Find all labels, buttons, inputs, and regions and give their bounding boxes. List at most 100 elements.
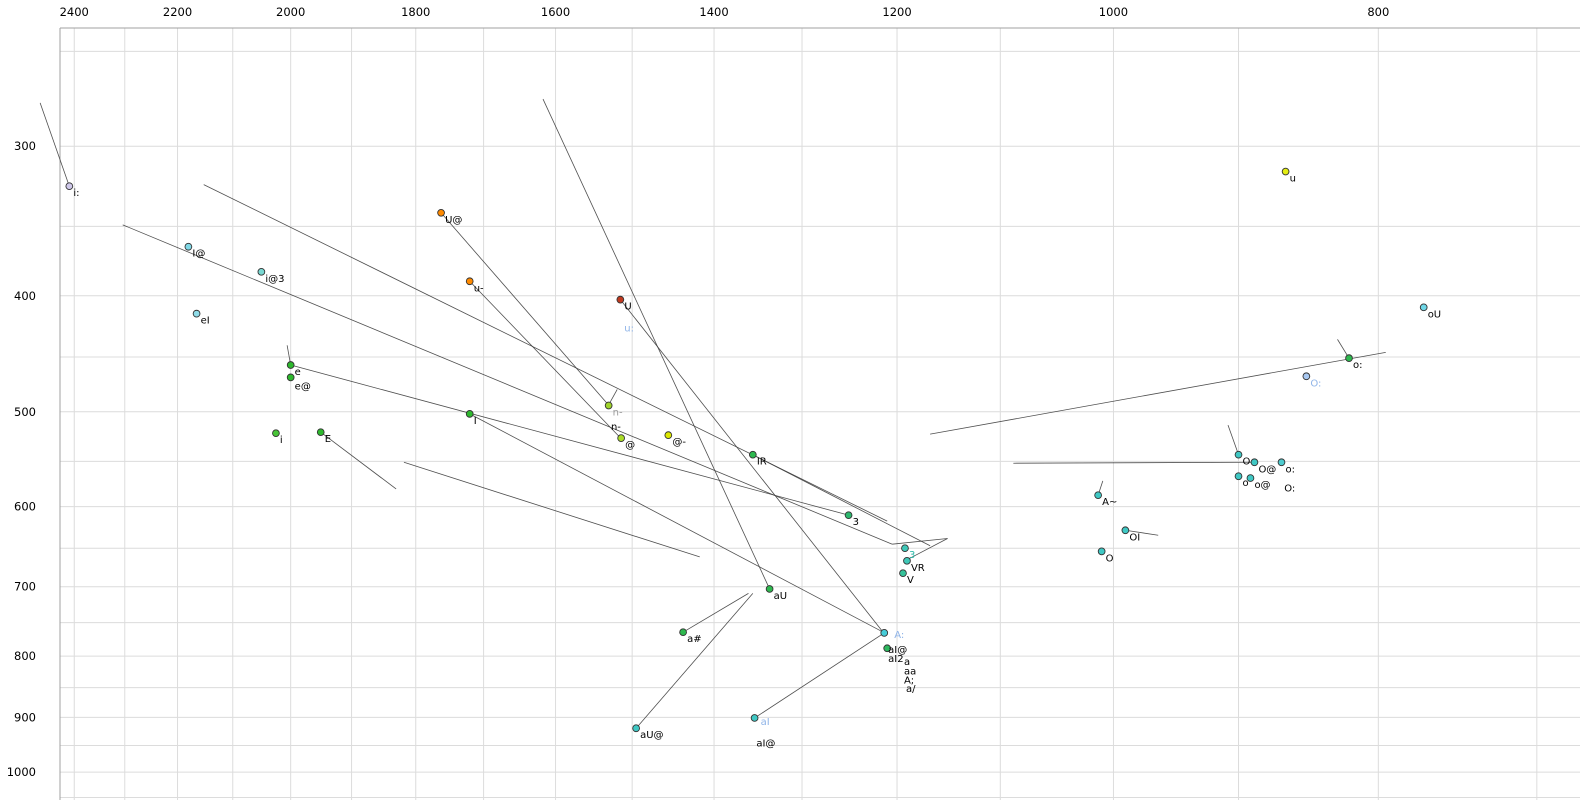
y-axis-tick-label: 700 bbox=[14, 580, 36, 594]
point-label: aa bbox=[904, 666, 916, 677]
point-label: aI bbox=[761, 717, 770, 728]
data-point bbox=[750, 714, 759, 722]
point-label: U bbox=[624, 302, 631, 313]
x-axis-tick-label: 2000 bbox=[276, 5, 305, 19]
x-axis-tick-label: 2200 bbox=[163, 5, 192, 19]
data-point bbox=[465, 410, 474, 418]
point-label: i: bbox=[73, 188, 79, 199]
data-point bbox=[1281, 167, 1290, 176]
point-label: O bbox=[1243, 457, 1251, 468]
point-label: eI bbox=[201, 316, 210, 327]
connection-line bbox=[320, 431, 397, 490]
point-label: A~ bbox=[1102, 497, 1117, 508]
point-label: O: bbox=[1284, 484, 1295, 495]
point-label: A; bbox=[904, 675, 914, 686]
data-point bbox=[65, 182, 74, 191]
data-point bbox=[1094, 491, 1102, 500]
data-point bbox=[1097, 547, 1106, 556]
y-axis-tick-label: 800 bbox=[14, 649, 36, 663]
x-axis-tick-label: 1200 bbox=[882, 5, 911, 19]
point-label: e bbox=[295, 367, 301, 378]
point-label: IR bbox=[757, 457, 767, 468]
data-point bbox=[465, 277, 474, 286]
data-point bbox=[272, 429, 280, 438]
point-label: OI bbox=[1129, 532, 1140, 543]
x-axis-tick-label: 1600 bbox=[541, 5, 570, 19]
y-axis-tick-label: 600 bbox=[14, 500, 36, 514]
point-label: A: bbox=[894, 630, 904, 641]
point-label: o@ bbox=[1254, 480, 1270, 491]
point-label: a/ bbox=[906, 684, 916, 695]
point-label: i@3 bbox=[265, 274, 284, 285]
point-label: 3 bbox=[853, 517, 859, 528]
point-label: O bbox=[1106, 553, 1114, 564]
x-axis-tick-label: 1800 bbox=[401, 5, 430, 19]
point-label: I@ bbox=[192, 249, 205, 260]
data-point bbox=[632, 724, 640, 733]
data-point bbox=[286, 361, 295, 369]
point-label: aI@ bbox=[888, 645, 907, 656]
y-axis-tick-label: 900 bbox=[14, 710, 36, 724]
connection-line bbox=[440, 212, 608, 404]
data-point bbox=[617, 434, 625, 442]
point-label: O@ bbox=[1258, 464, 1276, 475]
data-point bbox=[903, 556, 911, 565]
point-label: O: bbox=[1310, 378, 1321, 389]
data-point bbox=[765, 585, 774, 593]
connection-line bbox=[1013, 461, 1254, 464]
x-axis-tick-label: 800 bbox=[1367, 5, 1389, 19]
connection-line bbox=[542, 98, 770, 590]
data-point bbox=[184, 242, 193, 251]
connection-line bbox=[122, 224, 893, 545]
data-point bbox=[1246, 474, 1255, 482]
point-label: @ bbox=[625, 440, 635, 451]
connection-line bbox=[904, 538, 948, 562]
data-point bbox=[901, 544, 909, 553]
data-point bbox=[883, 644, 892, 653]
data-point bbox=[1234, 450, 1243, 459]
connection-line bbox=[620, 299, 886, 636]
data-point bbox=[616, 295, 625, 304]
connection-line bbox=[403, 461, 700, 558]
data-point bbox=[880, 629, 889, 637]
data-point bbox=[316, 428, 325, 437]
point-label: oU bbox=[1428, 309, 1441, 320]
point-label: o: bbox=[1285, 464, 1295, 475]
data-point bbox=[1277, 458, 1286, 467]
point-label: aI@ bbox=[756, 738, 775, 749]
x-axis-tick-label: 2400 bbox=[60, 5, 89, 19]
connection-line bbox=[290, 364, 849, 516]
connection-line bbox=[682, 593, 749, 633]
point-label: U@ bbox=[445, 215, 462, 226]
point-label: u: bbox=[624, 324, 634, 335]
y-axis-tick-label: 500 bbox=[14, 405, 36, 419]
point-label: I bbox=[474, 416, 477, 427]
data-point bbox=[1302, 372, 1311, 381]
data-point bbox=[1121, 526, 1130, 535]
point-label: V bbox=[907, 575, 914, 586]
x-axis-tick-label: 1000 bbox=[1099, 5, 1128, 19]
point-label: @- bbox=[672, 437, 686, 448]
point-label: i bbox=[280, 435, 283, 446]
data-point bbox=[192, 309, 201, 318]
point-label: E bbox=[325, 434, 331, 445]
y-axis-tick-label: 400 bbox=[14, 289, 36, 303]
point-label: VR bbox=[911, 563, 925, 574]
data-point bbox=[844, 511, 853, 520]
point-label: a bbox=[904, 657, 910, 668]
connection-line bbox=[930, 351, 1386, 435]
connection-line bbox=[469, 413, 884, 633]
data-point bbox=[1234, 472, 1243, 481]
point-label: aU@ bbox=[640, 730, 663, 741]
connection-line bbox=[892, 538, 948, 545]
data-point bbox=[257, 267, 266, 276]
connection-line bbox=[39, 102, 70, 187]
data-point bbox=[1345, 354, 1353, 363]
data-point bbox=[437, 208, 445, 217]
point-label: aI2 bbox=[888, 654, 903, 665]
connection-line bbox=[754, 633, 884, 719]
data-point bbox=[1250, 458, 1259, 467]
data-point bbox=[899, 569, 907, 578]
